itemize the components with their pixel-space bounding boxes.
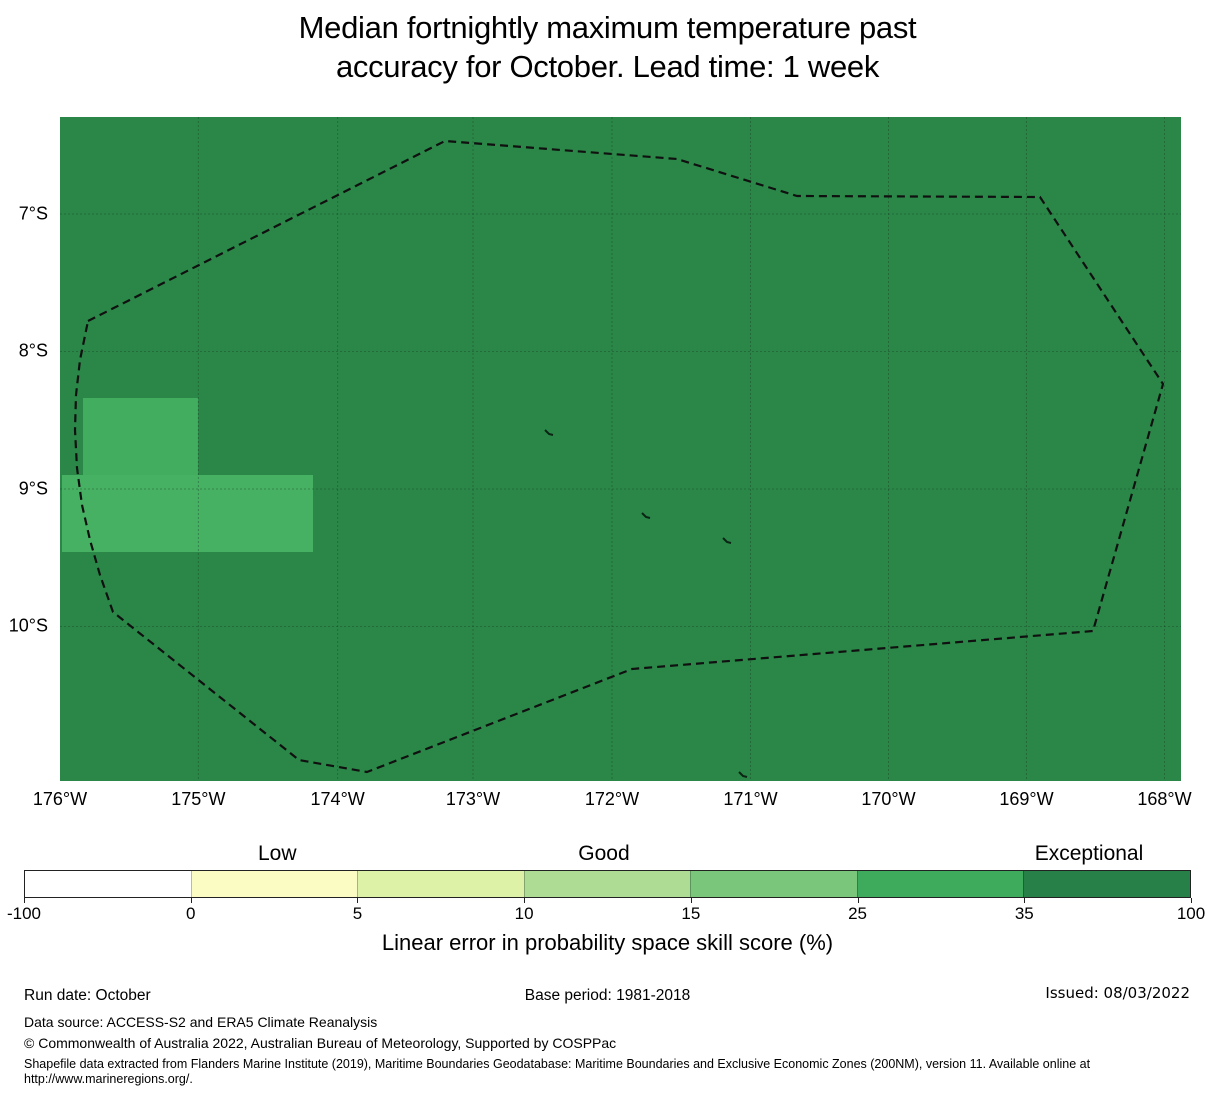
chart-title-line2: accuracy for October. Lead time: 1 week [335,49,880,84]
map-plot-area [60,117,1181,781]
colorbar-category-label-good: Good [578,842,630,865]
issued-date-text: Issued: 08/03/2022 [1045,984,1190,1002]
colorbar-tick-label: 0 [185,904,196,923]
colorbar-tick [1024,898,1026,903]
x-tick-label: 171°W [723,789,778,809]
y-tick-label: 9°S [18,478,48,499]
x-tick-label: 175°W [171,789,226,809]
copyright-text: © Commonwealth of Australia 2022, Austra… [24,1035,617,1051]
x-tick-label: 172°W [584,789,640,809]
colorbar-tick-label: 100 [1176,904,1206,923]
colorbar-segment-35-to-100 [1023,871,1191,897]
y-tick-label: 10°S [8,615,48,636]
colorbar-tick [524,898,526,903]
colorbar-category-label-low: Low [257,842,297,865]
colorbar-segment--100-to-0 [25,871,191,897]
colorbar-tick [357,898,359,903]
colorbar-tick [1191,898,1192,903]
colorbar-tick [24,898,25,903]
colorbar-segment-0-to-5 [190,871,358,897]
colorbar-tick-label: 35 [1014,904,1034,923]
colorbar-category-labels: Low Good Exceptional [24,842,1191,868]
colorbar-segment-10-to-15 [523,871,691,897]
x-tick-label: 170°W [861,789,916,809]
run-date-text: Run date: October [24,987,151,1004]
colorbar-segment-15-to-25 [690,871,857,897]
colorbar-tick-labels: -100 0 5 10 15 25 35 100 [7,904,1205,926]
colorbar-segment-5-to-10 [357,871,524,897]
y-tick-label: 8°S [18,340,48,361]
x-tick-label: 174°W [310,789,365,809]
island-marker [641,512,651,519]
chart-title-line1: Median fortnightly maximum temperature p… [298,10,917,45]
shapefile-note-line1: Shapefile data extracted from Flanders M… [24,1057,1091,1071]
x-tick-label: 176°W [32,789,88,809]
colorbar [24,870,1191,898]
colorbar-caption: Linear error in probability space skill … [381,930,834,955]
data-source-text: Data source: ACCESS-S2 and ERA5 Climate … [24,1014,378,1030]
skill-region-25-35-lower [62,475,313,552]
colorbar-ticks [24,898,1192,904]
x-tick-label: 168°W [1137,789,1192,809]
colorbar-tick [857,898,859,903]
colorbar-tick-label: 10 [514,904,534,923]
map-canvas [60,117,1181,781]
island-marker [722,537,732,544]
colorbar-segment-25-to-35 [856,871,1024,897]
colorbar-category-label-exceptional: Exceptional [1034,842,1144,865]
y-tick-label: 7°S [18,203,48,224]
colorbar-tick-label: -100 [6,904,42,923]
chart-title: Median fortnightly maximum temperature p… [0,8,1215,86]
shapefile-note-line2: http://www.marineregions.org/. [24,1072,193,1086]
latitude-axis: 7°S 8°S 9°S 10°S [0,117,52,781]
colorbar-tick-label: 5 [352,904,363,923]
longitude-axis: 176°W 175°W 174°W 173°W 172°W 171°W 170°W 169°W… [33,789,1192,813]
base-period-text: Base period: 1981-2018 [524,987,691,1004]
colorbar-tick [190,898,192,903]
x-tick-label: 173°W [445,789,501,809]
island-marker [544,429,554,436]
colorbar-tick-label: 25 [848,904,868,923]
island-marker [738,771,748,778]
colorbar-tick [690,898,692,903]
skill-region-25-35-upper [83,398,198,475]
x-tick-label: 169°W [999,789,1054,809]
colorbar-tick-label: 15 [681,904,701,923]
eez-boundary [73,139,1165,774]
